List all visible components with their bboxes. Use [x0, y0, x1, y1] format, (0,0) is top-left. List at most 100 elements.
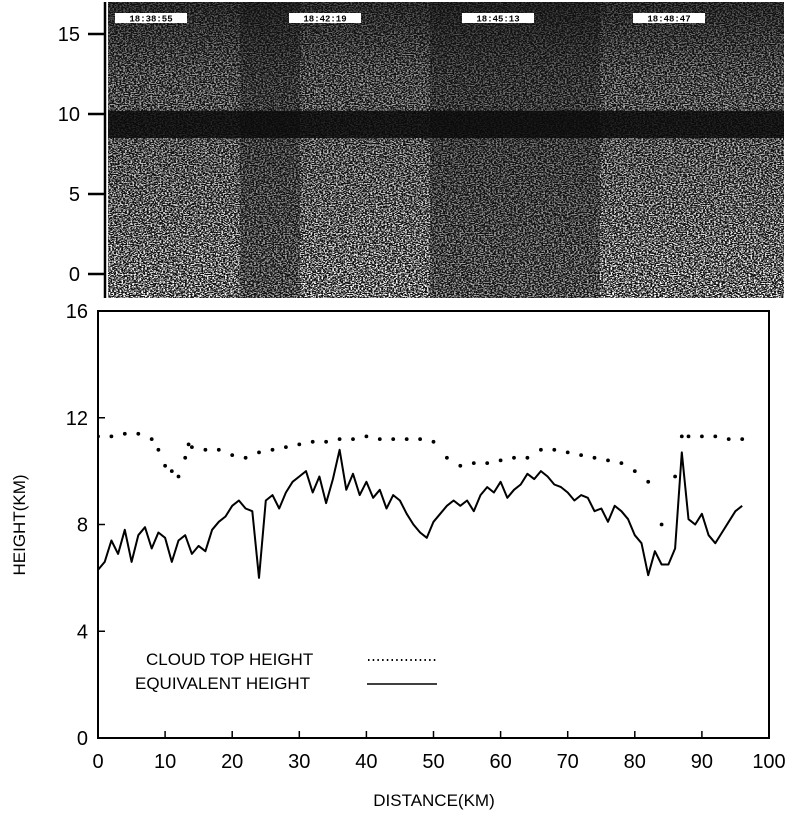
- plot-frame: [97, 310, 770, 739]
- cloud-top-point: [458, 463, 463, 468]
- cloud-top-point: [726, 437, 731, 441]
- cloud-top-point: [512, 455, 516, 460]
- cloud-top-point: [740, 437, 745, 441]
- series-equivalent-height: [98, 448, 743, 579]
- lidar-y-ticks: 15 10 5 0: [58, 24, 106, 286]
- y-axis-ticks: 0 4 8 12 16: [66, 301, 105, 750]
- lidar-cloud-band: [108, 110, 784, 138]
- y-tick-label-3: 12: [66, 408, 88, 430]
- x-tick-label-3: 30: [288, 751, 310, 773]
- series-cloud-top-height: [98, 431, 745, 527]
- cloud-top-point: [257, 450, 261, 455]
- cloud-top-point: [136, 431, 141, 436]
- cloud-top-point: [176, 474, 181, 479]
- lidar-image-panel: 18:38:55 18:42:19 18:45:13 18:48:47 15 10 5 0: [58, 2, 784, 298]
- lidar-time-stamps: 18:38:55 18:42:19 18:45:13 18:48:47: [115, 13, 705, 25]
- y-tick-label-0: 0: [77, 728, 88, 750]
- cloud-top-point: [270, 447, 275, 452]
- cloud-top-point: [284, 445, 288, 449]
- cloud-top-point: [203, 447, 208, 452]
- cloud-top-point: [230, 453, 235, 457]
- cloud-top-point: [186, 442, 191, 447]
- height-chart-panel: 0 10 20 30 40 50 60 70 80 90 100 0 4 8 12 16 DISTANCE(…: [10, 301, 786, 810]
- x-axis-ticks: 0 10 20 30 40 50 60 70 80 90 100: [92, 731, 786, 773]
- cloud-top-point: [297, 442, 302, 447]
- cloud-top-point: [190, 445, 194, 449]
- cloud-top-point: [445, 455, 449, 460]
- cloud-top-point: [498, 458, 503, 463]
- lidar-dark-column-2: [430, 2, 600, 298]
- cloud-top-point: [216, 447, 221, 452]
- time-stamp-2: 18:45:13: [476, 15, 519, 25]
- x-tick-label-9: 90: [691, 751, 713, 773]
- cloud-top-point: [337, 437, 342, 441]
- cloud-top-point: [431, 439, 436, 444]
- lidar-y-tick-label-0: 15: [58, 24, 80, 46]
- cloud-top-point: [377, 437, 382, 441]
- cloud-top-point: [149, 437, 154, 441]
- cloud-top-point: [592, 455, 597, 460]
- cloud-top-point: [324, 439, 328, 444]
- cloud-top-point: [156, 447, 161, 452]
- cloud-top-point: [364, 434, 369, 439]
- time-stamp-3: 18:48:47: [647, 15, 690, 25]
- cloud-top-point: [169, 469, 174, 473]
- cloud-top-point: [646, 479, 651, 484]
- lidar-y-tick-label-2: 5: [69, 184, 80, 206]
- y-tick-label-1: 4: [77, 621, 88, 643]
- cloud-top-point: [525, 455, 530, 460]
- legend-label-equivalent-height: EQUIVALENT HEIGHT: [135, 674, 310, 693]
- time-stamp-box-2: [462, 13, 534, 23]
- cloud-top-point: [673, 474, 677, 479]
- legend-label-cloud-top-height: CLOUD TOP HEIGHT: [146, 650, 313, 669]
- cloud-top-point: [606, 458, 610, 463]
- cloud-top-point: [310, 439, 315, 444]
- time-stamp-box-3: [633, 13, 705, 23]
- cloud-top-point: [485, 461, 490, 465]
- x-tick-label-2: 20: [221, 751, 243, 773]
- cloud-top-point: [552, 447, 557, 452]
- y-tick-label-2: 8: [77, 515, 88, 537]
- lidar-y-tick-label-1: 10: [58, 104, 80, 126]
- cloud-top-point: [391, 437, 396, 441]
- cloud-top-point: [122, 431, 127, 436]
- lidar-speckle-noise: [108, 2, 784, 298]
- cloud-top-point: [713, 434, 718, 439]
- cloud-top-point: [565, 450, 570, 455]
- cloud-top-point: [471, 461, 476, 465]
- cloud-top-point: [404, 437, 409, 441]
- x-tick-label-7: 70: [557, 751, 579, 773]
- y-axis-title: HEIGHT(KM): [10, 474, 29, 575]
- time-stamp-box-0: [115, 13, 187, 23]
- x-tick-label-10: 100: [752, 751, 785, 773]
- lidar-y-tick-label-3: 0: [69, 264, 80, 286]
- cloud-top-point: [700, 434, 704, 439]
- time-stamp-1: 18:42:19: [303, 15, 346, 25]
- x-axis-title: DISTANCE(KM): [373, 791, 495, 810]
- cloud-top-point: [679, 434, 684, 439]
- x-tick-label-6: 60: [489, 751, 511, 773]
- time-stamp-0: 18:38:55: [129, 15, 172, 25]
- legend: CLOUD TOP HEIGHT EQUIVALENT HEIGHT: [135, 650, 438, 693]
- x-tick-label-1: 10: [154, 751, 176, 773]
- cloud-top-point: [163, 463, 168, 468]
- cloud-top-point: [98, 434, 100, 439]
- x-tick-label-5: 50: [422, 751, 444, 773]
- cloud-top-point: [619, 461, 624, 465]
- cloud-top-point: [183, 455, 188, 460]
- cloud-top-point: [579, 453, 583, 457]
- y-tick-label-4: 16: [66, 301, 88, 323]
- cloud-top-point: [632, 469, 637, 473]
- cloud-top-point: [351, 437, 355, 441]
- x-tick-label-0: 0: [92, 751, 103, 773]
- cloud-top-point: [539, 447, 543, 452]
- cloud-top-point: [659, 522, 664, 527]
- x-tick-label-4: 40: [355, 751, 377, 773]
- cloud-top-point: [243, 455, 248, 460]
- cloud-top-point: [418, 437, 422, 441]
- cloud-top-point: [686, 434, 691, 439]
- lidar-dark-column-1: [240, 2, 300, 298]
- time-stamp-box-1: [289, 13, 361, 23]
- cloud-top-point: [109, 434, 114, 439]
